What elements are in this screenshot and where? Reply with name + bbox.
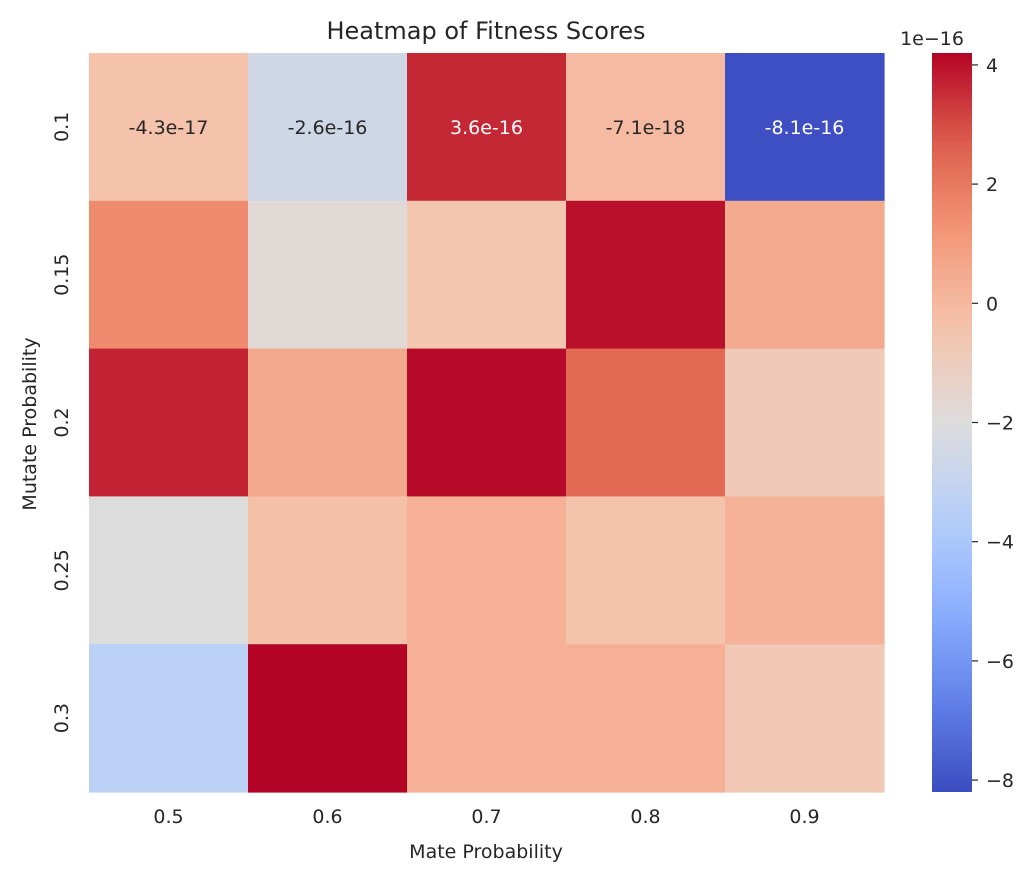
heatmap-cell — [89, 644, 249, 793]
colorbar-tick-label: −2 — [986, 413, 1014, 435]
heatmap-cell — [566, 644, 726, 793]
heatmap-cell — [89, 200, 249, 350]
x-tick-label: 0.7 — [471, 806, 501, 828]
heatmap-cell — [248, 644, 408, 793]
heatmap-cell — [725, 644, 885, 793]
heatmap-cell — [89, 496, 249, 645]
heatmap-cell — [248, 348, 408, 497]
y-tick-label: 0.2 — [51, 407, 73, 437]
y-axis-label: Mutate Probability — [19, 337, 41, 510]
y-tick-label: 0.1 — [51, 112, 73, 142]
y-tick-label: 0.25 — [51, 549, 73, 591]
heatmap-cell — [725, 53, 885, 202]
cell-label: -7.1e-18 — [606, 117, 686, 139]
heatmap-cell — [566, 348, 726, 497]
colorbar-tick-label: −4 — [986, 532, 1014, 554]
colorbar-offset-label: 1e−16 — [900, 28, 964, 50]
heatmap-cell — [248, 53, 408, 202]
heatmap-cell — [248, 200, 408, 350]
heatmap-cell — [725, 348, 885, 497]
heatmap-cell — [725, 496, 885, 645]
colorbar-ticks: 4 2 0 −2 −4 −6 −8 — [972, 55, 1014, 792]
heatmap-cell — [566, 200, 726, 350]
y-tick-label: 0.15 — [51, 254, 73, 296]
chart-title: Heatmap of Fitness Scores — [326, 17, 645, 45]
cell-label: -8.1e-16 — [765, 117, 845, 139]
heatmap-cell — [407, 644, 567, 793]
x-tick-label: 0.9 — [789, 806, 819, 828]
colorbar-tick-label: 0 — [986, 293, 998, 315]
colorbar-tick-label: −8 — [986, 770, 1014, 792]
x-axis-label: Mate Probability — [409, 841, 563, 863]
colorbar-tick-label: −6 — [986, 651, 1014, 673]
y-axis-ticks: 0.1 0.15 0.2 0.25 0.3 — [51, 112, 73, 733]
heatmap-cell — [566, 53, 726, 202]
heatmap-cell — [89, 348, 249, 497]
heatmap-cell — [407, 496, 567, 645]
x-tick-label: 0.8 — [630, 806, 660, 828]
heatmap-cell — [407, 53, 567, 202]
colorbar — [932, 53, 972, 792]
x-axis-ticks: 0.5 0.6 0.7 0.8 0.9 — [153, 806, 819, 828]
colorbar-tick-label: 2 — [986, 174, 998, 196]
heatmap-cell — [89, 53, 249, 202]
x-tick-label: 0.6 — [312, 806, 342, 828]
heatmap-cell — [566, 496, 726, 645]
x-tick-label: 0.5 — [153, 806, 183, 828]
cell-label: 3.6e-16 — [450, 117, 523, 139]
cell-label: -2.6e-16 — [288, 117, 368, 139]
heatmap-cells: -4.3e-17 -2.6e-16 3.6e-16 -7.1e-18 -8.1e-16 — [89, 53, 885, 793]
cell-label: -4.3e-17 — [129, 117, 209, 139]
colorbar-tick-label: 4 — [986, 55, 998, 77]
y-tick-label: 0.3 — [51, 703, 73, 733]
heatmap-cell — [248, 496, 408, 645]
heatmap-cell — [725, 200, 885, 350]
heatmap-cell — [407, 348, 567, 497]
heatmap-cell — [407, 200, 567, 350]
